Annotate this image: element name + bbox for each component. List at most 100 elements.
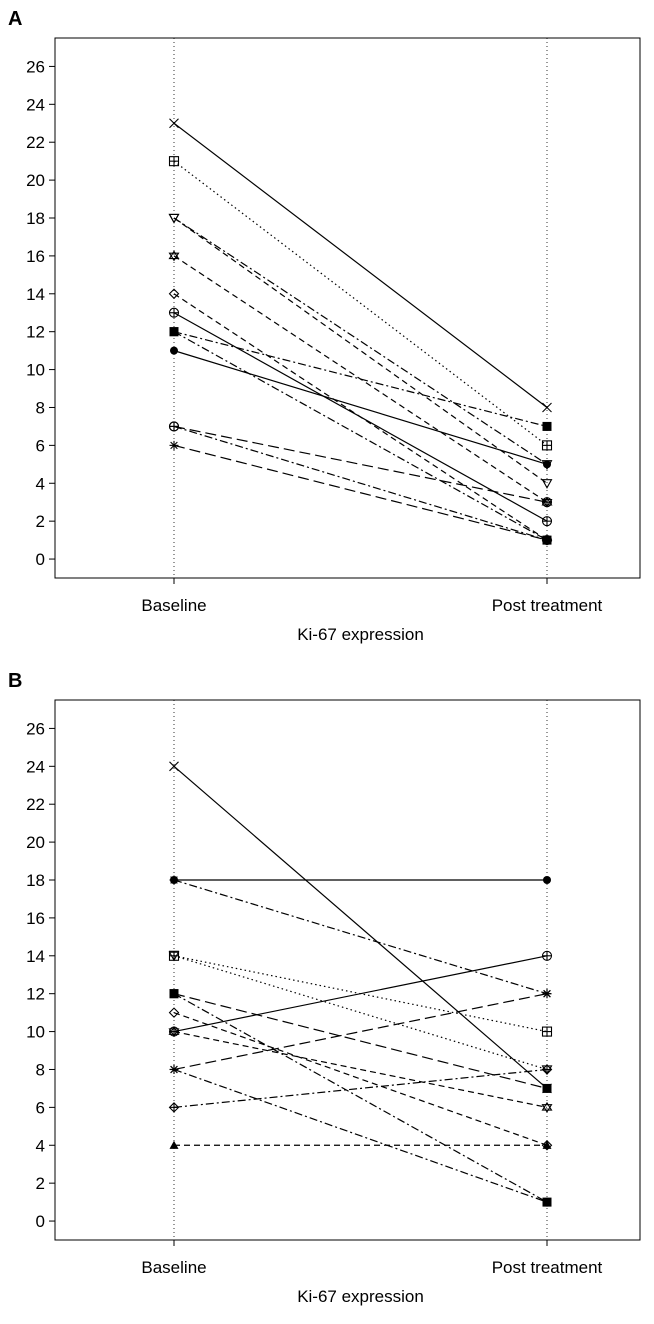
series-line: [173, 331, 548, 428]
y-tick-label: 20: [26, 833, 45, 852]
y-tick-label: 18: [26, 209, 45, 228]
series-line: [173, 217, 548, 465]
series-line: [173, 765, 548, 1089]
y-tick-label: 20: [26, 171, 45, 190]
plot-frame: [54, 37, 641, 579]
series-line: [173, 955, 548, 1033]
series-point-triangle-down-open: [168, 951, 180, 962]
series-point-diamond-plus: [541, 1064, 553, 1075]
series-point-boxplus: [541, 1026, 553, 1037]
y-tick-label: 8: [36, 1060, 45, 1079]
series-line: [173, 122, 548, 408]
x-axis-label: Ki-67 expression: [297, 1287, 424, 1306]
series-point-circle-filled: [170, 346, 178, 355]
series-point-asterisk: [542, 1197, 552, 1207]
panel-label: B: [8, 670, 22, 692]
series-point-circle-plus: [541, 516, 553, 527]
series-point-triangle-down-open: [541, 479, 553, 489]
series-point-star-of-david: [168, 1026, 180, 1038]
series-point-square-filled: [169, 327, 179, 337]
series-point-x: [542, 402, 552, 413]
series-line: [173, 993, 548, 1090]
y-tick-label: 0: [36, 550, 45, 569]
series-point-diamond-plus: [168, 1102, 180, 1113]
y-tick-label: 0: [36, 1212, 45, 1231]
y-tick-label: 8: [36, 398, 45, 417]
series-line: [173, 444, 548, 541]
series-point-asterisk: [169, 1064, 179, 1074]
series-line: [173, 1012, 548, 1146]
series-line: [173, 955, 548, 1071]
y-tick-label: 4: [36, 1136, 45, 1155]
series-point-triangle-down-open: [168, 213, 180, 224]
chart-panel-b: B 0 2 4 6 8 10 12 14 16 18 20 22 24 26 Baseline Post tre…: [0, 662, 654, 1324]
series-point-circle-plus: [168, 307, 180, 318]
y-tick-label: 12: [26, 323, 45, 342]
x-tick-label: Post treatment: [492, 1258, 603, 1277]
series-line: [173, 1068, 548, 1203]
y-tick-label: 10: [26, 361, 45, 380]
y-tick-label: 16: [26, 247, 45, 266]
y-tick-label: 2: [36, 1174, 45, 1193]
y-tick-label: 6: [36, 1098, 45, 1117]
y-tick-label: 10: [26, 1023, 45, 1042]
series-point-triangle-filled: [169, 1140, 179, 1149]
y-tick-label: 18: [26, 871, 45, 890]
series-point-square-filled: [169, 989, 179, 999]
series-line: [173, 425, 548, 503]
y-tick-label: 12: [26, 985, 45, 1004]
y-tick-label: 14: [26, 947, 45, 966]
y-tick-label: 2: [36, 512, 45, 531]
x-tick-label: Baseline: [141, 1258, 206, 1277]
series-line: [173, 1030, 548, 1108]
y-tick-label: 26: [26, 719, 45, 738]
series-line: [173, 993, 548, 1203]
y-tick-label: 22: [26, 133, 45, 152]
series-line: [173, 312, 548, 522]
series-line: [173, 879, 548, 995]
panel-label: A: [8, 8, 22, 30]
series-point-boxplus: [541, 440, 553, 451]
series-point-x: [169, 118, 179, 129]
series-point-star-of-david: [541, 1101, 553, 1113]
series-point-circle-filled: [543, 876, 551, 884]
plot-frame: [54, 699, 641, 1241]
series-point-triangle-filled: [542, 1140, 552, 1149]
series-point-circle-plus: [168, 421, 180, 432]
series-line: [173, 160, 548, 446]
series-point-asterisk: [169, 440, 179, 450]
series-line: [173, 1068, 548, 1108]
y-tick-label: 6: [36, 436, 45, 455]
series-line: [173, 350, 548, 465]
y-tick-label: 22: [26, 795, 45, 814]
y-tick-label: 4: [36, 474, 45, 493]
series-line: [173, 993, 548, 1071]
y-tick-label: 16: [26, 909, 45, 928]
series-point-square-filled: [542, 1083, 552, 1093]
y-tick-label: 24: [26, 757, 45, 776]
series-point-circle-filled: [543, 460, 551, 469]
y-tick-label: 24: [26, 95, 45, 114]
series-point-star-of-david: [168, 250, 180, 262]
y-tick-label: 14: [26, 285, 45, 304]
series-point-circle-plus: [541, 950, 553, 961]
series-point-x: [169, 761, 179, 772]
y-tick-label: 26: [26, 57, 45, 76]
series-line: [173, 425, 548, 541]
x-tick-label: Baseline: [141, 596, 206, 615]
series-point-square-filled: [542, 421, 552, 431]
series-point-boxplus: [168, 156, 180, 167]
series-line: [173, 217, 548, 484]
series-point-diamond-open: [168, 288, 180, 300]
series-point-asterisk: [169, 875, 179, 885]
x-tick-label: Post treatment: [492, 596, 603, 615]
series-point-diamond-open: [168, 1007, 180, 1018]
series-line: [173, 331, 548, 541]
series-point-circle-plus: [541, 497, 553, 508]
series-point-asterisk: [542, 989, 552, 999]
chart-panel-a: A 0 2 4 6 8 10 12 14 16 18 20 22 24 26 Baseline Post tre…: [8, 8, 641, 644]
x-axis-label: Ki-67 expression: [297, 625, 424, 644]
series-point-asterisk: [542, 535, 552, 545]
